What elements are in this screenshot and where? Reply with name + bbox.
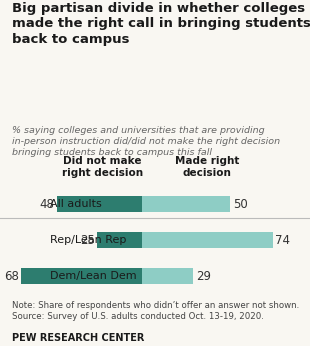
Bar [142, 196, 230, 212]
Text: % saying colleges and universities that are providing
in-person instruction did/: % saying colleges and universities that … [12, 126, 281, 157]
Text: 29: 29 [196, 270, 211, 283]
Text: 68: 68 [4, 270, 19, 283]
Text: Dem/Lean Dem: Dem/Lean Dem [50, 271, 136, 281]
Text: 50: 50 [233, 198, 248, 211]
Bar [21, 268, 142, 284]
Bar [57, 196, 142, 212]
Bar [142, 268, 193, 284]
Text: All adults: All adults [50, 199, 101, 209]
Text: Big partisan divide in whether colleges
made the right call in bringing students: Big partisan divide in whether colleges … [12, 2, 310, 46]
Text: Made right
decision: Made right decision [175, 156, 239, 178]
Bar [97, 232, 142, 248]
Text: 25: 25 [80, 234, 95, 247]
Text: Note: Share of respondents who didn’t offer an answer not shown.
Source: Survey : Note: Share of respondents who didn’t of… [12, 301, 300, 321]
Text: Did not make
right decision: Did not make right decision [62, 156, 143, 178]
Text: 48: 48 [39, 198, 54, 211]
Text: 74: 74 [276, 234, 290, 247]
Text: Rep/Lean Rep: Rep/Lean Rep [50, 235, 126, 245]
Bar [142, 232, 273, 248]
Text: PEW RESEARCH CENTER: PEW RESEARCH CENTER [12, 333, 145, 343]
